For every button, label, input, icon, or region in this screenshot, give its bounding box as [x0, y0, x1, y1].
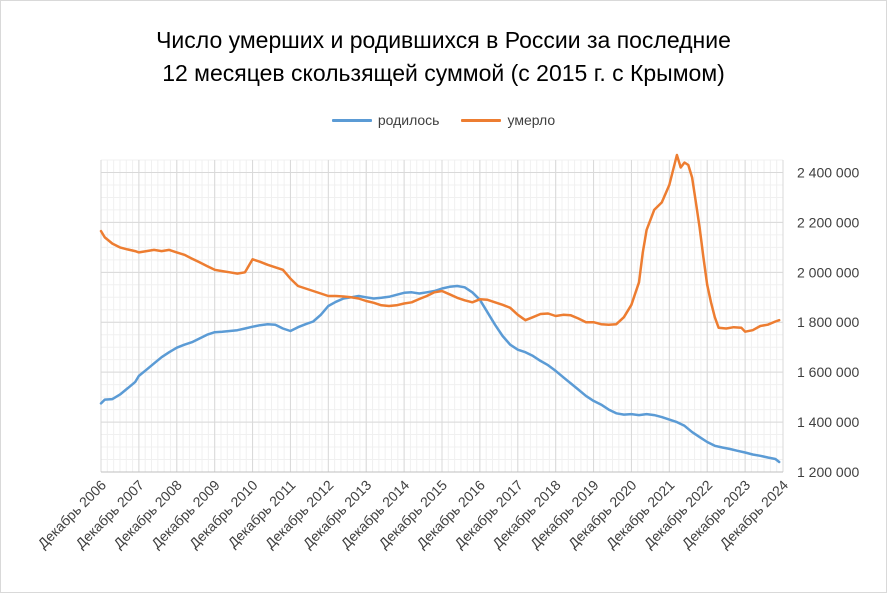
series-lines	[99, 153, 781, 464]
y-tick-label: 2 200 000	[797, 214, 859, 230]
series-line-births	[99, 284, 781, 464]
y-tick-label: 2 400 000	[797, 164, 859, 180]
legend-label-deaths: умерло	[507, 112, 556, 128]
y-tick-label: 1 400 000	[797, 414, 859, 430]
legend-item-births: родилось	[331, 112, 440, 128]
chart-legend: родилось умерло	[0, 112, 887, 128]
series-line-deaths	[99, 153, 781, 333]
y-tick-label: 1 600 000	[797, 364, 859, 380]
legend-swatch-births	[331, 118, 372, 122]
y-tick-label: 1 200 000	[797, 464, 859, 480]
y-tick-label: 2 000 000	[797, 264, 859, 280]
legend-label-births: родилось	[377, 112, 440, 128]
legend-swatch-deaths	[461, 118, 502, 122]
y-tick-label: 1 800 000	[797, 314, 859, 330]
x-tick-label: Декабрь 2024	[716, 477, 791, 552]
y-axis-tick-labels: 1 200 000 1 400 000 1 600 000 1 800 000 2 00…	[797, 164, 859, 480]
chart-title: Число умерших и родившихся в России за п…	[0, 24, 887, 90]
chart-title-line-2: 12 месяцев скользящей суммой (с 2015 г. …	[162, 60, 725, 86]
chart-title-line-1: Число умерших и родившихся в России за п…	[156, 27, 731, 53]
legend-item-deaths: умерло	[461, 112, 555, 128]
major-gridlines	[100, 160, 784, 473]
